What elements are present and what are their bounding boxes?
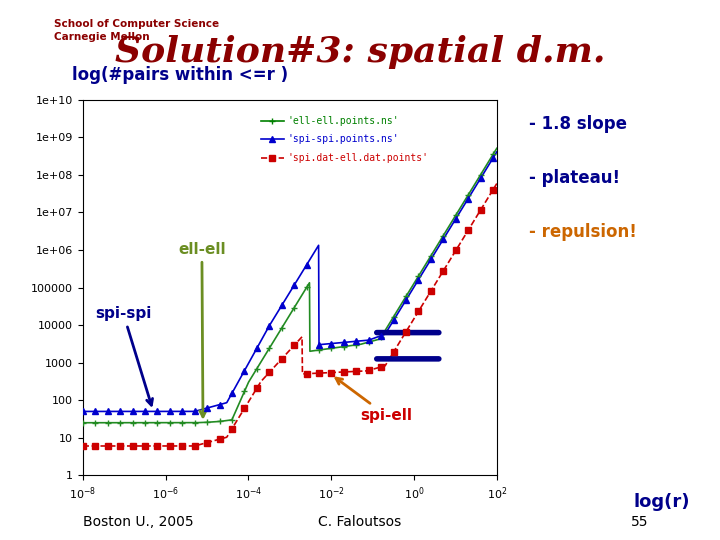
Text: 'ell-ell.points.ns': 'ell-ell.points.ns' <box>288 116 400 125</box>
Text: - plateau!: - plateau! <box>529 169 621 187</box>
Text: Solution#3: spatial d.m.: Solution#3: spatial d.m. <box>114 35 606 69</box>
Text: log(r): log(r) <box>634 493 690 511</box>
Text: 'spi-spi.points.ns': 'spi-spi.points.ns' <box>288 134 400 144</box>
Text: log(#pairs within <=r ): log(#pairs within <=r ) <box>72 66 288 84</box>
Text: School of Computer Science: School of Computer Science <box>54 19 219 29</box>
Text: Carnegie Mellon: Carnegie Mellon <box>54 32 150 43</box>
Text: spi-ell: spi-ell <box>336 378 412 423</box>
Text: C. Faloutsos: C. Faloutsos <box>318 515 402 529</box>
Text: ell-ell: ell-ell <box>178 242 225 417</box>
Text: - repulsion!: - repulsion! <box>529 223 637 241</box>
Text: 'spi.dat-ell.dat.points': 'spi.dat-ell.dat.points' <box>288 153 428 163</box>
Text: spi-spi: spi-spi <box>95 307 153 405</box>
Text: Boston U., 2005: Boston U., 2005 <box>83 515 194 529</box>
Text: - 1.8 slope: - 1.8 slope <box>529 115 627 133</box>
Text: 55: 55 <box>631 515 648 529</box>
